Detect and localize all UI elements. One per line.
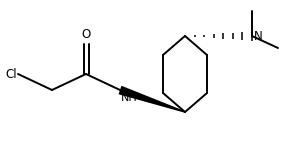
Text: O: O: [81, 28, 91, 41]
Text: NH: NH: [121, 93, 138, 103]
Polygon shape: [119, 86, 185, 113]
Text: N: N: [254, 30, 263, 42]
Text: Cl: Cl: [5, 67, 17, 81]
